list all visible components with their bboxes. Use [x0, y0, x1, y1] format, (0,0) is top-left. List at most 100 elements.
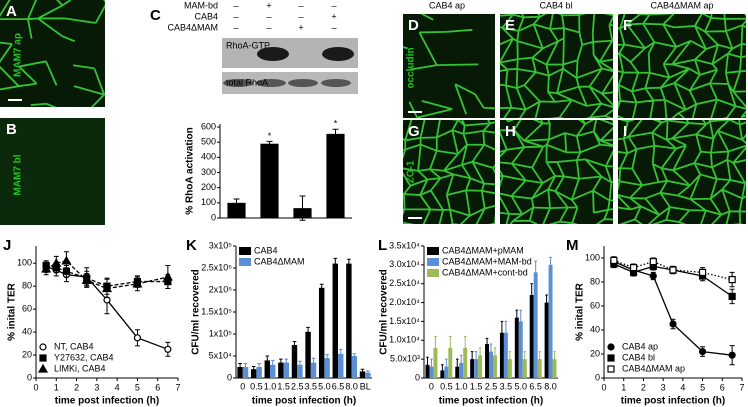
bar — [492, 355, 497, 378]
y-tick-label: 40 — [22, 326, 32, 336]
legend-swatch — [427, 258, 439, 266]
error-bar — [243, 362, 248, 372]
y-axis-label: % inital TER — [575, 282, 586, 341]
blot-band — [288, 79, 318, 87]
y-tick-label: 400 — [201, 152, 216, 162]
panel-letter: G — [408, 123, 420, 140]
error-bar — [347, 258, 351, 269]
y-tick-label: 2.0x10⁴ — [389, 297, 420, 307]
bar — [264, 360, 270, 378]
point — [629, 264, 638, 272]
point — [610, 256, 618, 264]
legend-label: CAB4ΔMAM — [254, 256, 305, 266]
point — [728, 351, 736, 359]
bar — [463, 347, 468, 378]
error-bar — [238, 362, 242, 372]
panel-letter: J — [3, 237, 11, 254]
x-tick-label: 5 — [135, 382, 140, 392]
column-header: CAB4 bl — [539, 0, 572, 10]
y-tick-label: 3.5x10⁴ — [389, 240, 420, 250]
point — [728, 276, 736, 284]
blot-band — [257, 47, 289, 61]
blot-label: total RhoA — [226, 77, 268, 87]
bar — [478, 355, 483, 378]
bar — [256, 367, 262, 378]
blot-band — [223, 79, 253, 87]
panel-letter: B — [6, 121, 17, 138]
bar — [529, 295, 534, 378]
y-tick-label: 20 — [22, 349, 32, 359]
error-bar — [500, 320, 504, 345]
error-bar — [530, 283, 534, 307]
bar — [499, 332, 504, 378]
y-tick-label: 2.5x10⁵ — [201, 262, 232, 272]
y-axis-label: % inital TER — [7, 282, 18, 341]
point — [698, 348, 707, 356]
y-tick-label: 100 — [585, 252, 600, 262]
y-tick-label: 2x10⁵ — [209, 284, 233, 294]
error-bar — [493, 347, 497, 364]
error-bar — [352, 353, 357, 359]
error-bar — [519, 309, 523, 334]
y-tick-label: 0 — [415, 372, 420, 382]
error-bar — [538, 351, 541, 368]
point — [649, 272, 657, 280]
error-bar — [485, 337, 489, 351]
cell-borders — [618, 120, 746, 224]
y-tick-label: 1x10⁵ — [209, 328, 233, 338]
cell-borders — [500, 120, 613, 224]
micrograph — [0, 118, 105, 225]
x-tick-label: 6.5 — [332, 381, 345, 391]
y-tick-label: 3x10⁵ — [209, 240, 233, 250]
legend-swatch — [239, 247, 251, 255]
point — [669, 266, 677, 274]
x-tick-label: 1.0 — [455, 381, 468, 391]
y-tick-label: 5.0x10³ — [390, 354, 420, 364]
error-bar — [292, 340, 297, 350]
y-tick-label: 1.5x10⁵ — [201, 306, 232, 316]
point — [164, 345, 172, 353]
x-tick-label: 1 — [54, 382, 59, 392]
x-tick-label: 3 — [661, 382, 666, 392]
error-bar — [426, 356, 429, 373]
error-bar — [504, 320, 508, 345]
y-tick-label: 0 — [27, 372, 32, 382]
x-tick-label: 1.5 — [470, 381, 483, 391]
y-tick-label: 100 — [201, 197, 216, 207]
error-bar — [298, 360, 302, 369]
significance-marker: * — [268, 131, 272, 141]
cell-mesh — [618, 120, 746, 224]
bar — [503, 332, 508, 378]
blot-row-label: CAB4 — [194, 11, 218, 21]
cell-borders — [403, 120, 495, 224]
y-tick-label: 300 — [201, 167, 216, 177]
point — [132, 278, 143, 288]
cell-mesh — [403, 120, 495, 224]
blot-band — [322, 47, 354, 61]
x-axis-label: time post infection (h) — [55, 396, 159, 407]
bar — [227, 202, 246, 218]
legend-label: CAB4ΔMAM+pMAM — [442, 245, 524, 255]
point — [162, 271, 173, 281]
error-bar — [478, 347, 482, 364]
column-header: CAB4ΔMAM ap — [650, 0, 713, 10]
x-tick-label: 0 — [601, 382, 606, 392]
bar — [297, 364, 303, 378]
x-tick-label: 6.5 — [529, 381, 542, 391]
error-bar — [489, 343, 493, 360]
y-tick-label: 200 — [201, 182, 216, 192]
x-axis-label: time post infection (h) — [439, 396, 543, 407]
error-bar — [266, 140, 273, 147]
micrographs — [0, 0, 746, 225]
y-tick-label: 1.0x10⁴ — [389, 335, 420, 345]
blot-band — [256, 79, 286, 87]
panel-letter: A — [6, 3, 17, 20]
x-tick-label: 0.5 — [440, 381, 453, 391]
blot-label: RhoA-GTP — [226, 40, 270, 50]
bar — [332, 263, 338, 378]
panel-letter: E — [505, 17, 515, 34]
error-bar — [534, 260, 537, 285]
error-bar — [545, 294, 548, 311]
x-tick-label: 0.5 — [250, 381, 263, 391]
